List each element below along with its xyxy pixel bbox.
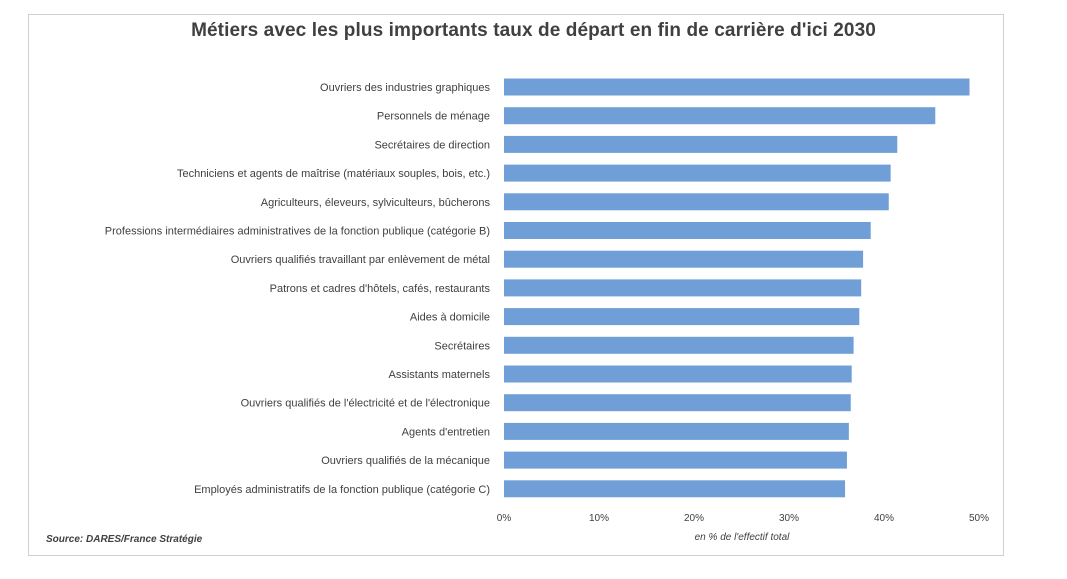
bars xyxy=(504,78,970,498)
bar xyxy=(504,422,849,440)
category-label: Professions intermédiaires administrativ… xyxy=(105,226,490,238)
category-label: Agriculteurs, éleveurs, sylviculteurs, b… xyxy=(261,197,491,209)
x-tick-label: 20% xyxy=(684,513,704,524)
bar xyxy=(504,107,936,125)
bar xyxy=(504,135,898,153)
bar xyxy=(504,250,864,268)
category-label: Techniciens et agents de maîtrise (matér… xyxy=(177,168,490,180)
category-label: Ouvriers qualifiés de la mécanique xyxy=(321,455,490,467)
x-tick-label: 0% xyxy=(497,513,512,524)
category-label: Secrétaires xyxy=(434,340,490,352)
category-label: Ouvriers qualifiés travaillant par enlèv… xyxy=(231,254,490,266)
x-tick-label: 10% xyxy=(589,513,609,524)
category-labels: Ouvriers des industries graphiques Person… xyxy=(105,82,491,496)
bar xyxy=(504,164,891,182)
bar xyxy=(504,78,970,96)
x-axis-ticks: 0% 10% 20% 30% 40% 50% xyxy=(497,513,989,524)
bar xyxy=(504,394,851,412)
category-label: Assistants maternels xyxy=(389,369,491,381)
bar xyxy=(504,222,871,239)
category-label: Secrétaires de direction xyxy=(374,139,490,151)
bar xyxy=(504,279,862,297)
bar xyxy=(504,308,860,326)
category-label: Aides à domicile xyxy=(410,312,490,324)
bar xyxy=(504,480,846,498)
category-label: Agents d'entretien xyxy=(402,426,490,438)
category-label: Ouvriers des industries graphiques xyxy=(320,82,490,94)
bar xyxy=(504,451,847,469)
bar xyxy=(504,365,852,383)
source-note: Source: DARES/France Stratégie xyxy=(46,534,203,545)
bar xyxy=(504,193,889,211)
chart-title: Métiers avec les plus importants taux de… xyxy=(191,20,876,41)
x-tick-label: 50% xyxy=(969,513,989,524)
x-axis-label: en % de l'effectif total xyxy=(695,532,791,543)
bar xyxy=(504,336,854,354)
category-label: Patrons et cadres d'hôtels, cafés, resta… xyxy=(270,283,491,295)
category-label: Ouvriers qualifiés de l'électricité et d… xyxy=(241,398,490,410)
x-tick-label: 40% xyxy=(874,513,894,524)
x-tick-label: 30% xyxy=(779,513,799,524)
category-label: Personnels de ménage xyxy=(377,111,490,123)
category-label: Employés administratifs de la fonction p… xyxy=(194,484,490,496)
